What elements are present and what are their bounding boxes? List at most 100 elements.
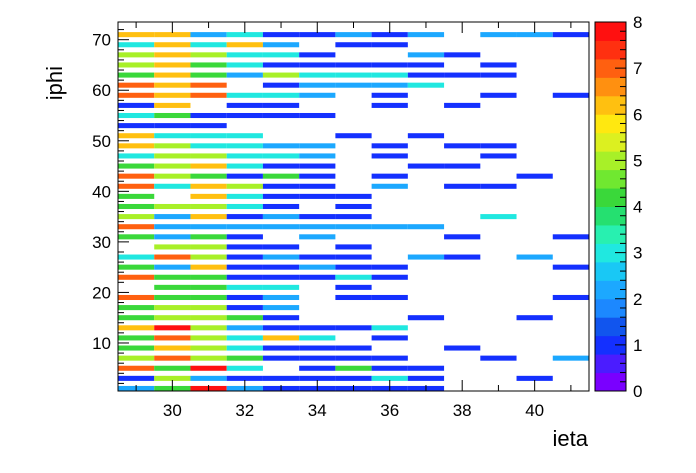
colorbar-swatch	[595, 151, 626, 171]
heatmap-cell	[226, 153, 263, 159]
heatmap-cell	[299, 345, 336, 351]
y-tick-label: 30	[92, 233, 111, 252]
colorbar-swatch	[595, 114, 626, 134]
colorbar-tick-label: 1	[633, 336, 642, 355]
heatmap-cell	[262, 52, 300, 58]
heatmap-cell	[154, 234, 191, 240]
heatmap-cell	[154, 315, 191, 321]
heatmap-cell	[335, 82, 372, 88]
heatmap-cell	[226, 32, 263, 38]
heatmap-cell	[516, 254, 553, 260]
heatmap-cell	[118, 365, 155, 371]
heatmap-cell	[299, 355, 336, 361]
heatmap-cell	[262, 254, 300, 260]
heatmap-cell	[226, 375, 263, 381]
heatmap-cell	[407, 365, 445, 371]
heatmap-cell	[154, 123, 191, 129]
heatmap-cell	[335, 365, 372, 371]
heatmap-cell	[226, 163, 263, 169]
colorbar-swatch	[595, 372, 626, 392]
heatmap-cell	[190, 42, 227, 48]
heatmap-cell	[190, 123, 227, 129]
heatmap-cell	[407, 72, 445, 78]
heatmap-cell	[335, 284, 372, 290]
colorbar-tick-label: 8	[633, 13, 642, 32]
heatmap-cell	[118, 214, 155, 220]
heatmap-cell	[118, 375, 155, 381]
heatmap-cell	[190, 153, 227, 159]
heatmap-cell	[371, 102, 408, 108]
heatmap-cell	[226, 345, 263, 351]
heatmap-cell	[335, 214, 372, 220]
heatmap-cell	[226, 254, 263, 260]
heatmap-cell	[444, 143, 481, 149]
heatmap-cell	[444, 234, 481, 240]
y-tick-label: 10	[92, 334, 111, 353]
heatmap-cell	[407, 52, 445, 58]
heatmap-cell	[154, 52, 191, 58]
heatmap-cell	[262, 274, 300, 280]
heatmap-cell	[262, 305, 300, 311]
heatmap-cell	[190, 264, 227, 270]
heatmap-cell	[154, 102, 191, 108]
heatmap-cell	[262, 244, 300, 250]
heatmap-cell	[190, 62, 227, 68]
heatmap-cell	[154, 375, 191, 381]
heatmap-cell	[154, 305, 191, 311]
heatmap-cell	[118, 234, 155, 240]
colorbar-tick-label: 7	[633, 59, 642, 78]
y-tick-label: 20	[92, 283, 111, 302]
colorbar-swatch	[595, 95, 626, 115]
heatmap-cell	[226, 284, 263, 290]
heatmap-cell	[154, 112, 191, 119]
colorbar-swatch	[595, 22, 626, 41]
heatmap-cell	[371, 375, 408, 381]
heatmap-cell	[226, 42, 263, 48]
heatmap-cell	[371, 173, 408, 179]
heatmap-cell	[444, 163, 481, 169]
heatmap-cell	[226, 355, 263, 361]
heatmap-cell	[262, 112, 300, 119]
heatmap-cell	[335, 375, 372, 381]
heatmap-cell	[190, 274, 227, 280]
heatmap-cell	[154, 92, 191, 98]
heatmap-cell	[407, 82, 445, 88]
heatmap-cell	[407, 375, 445, 381]
heatmap-cell	[371, 274, 408, 280]
heatmap-cell	[262, 163, 300, 169]
heatmap-cell	[190, 183, 227, 189]
heatmap-cell	[262, 294, 300, 301]
heatmap-cell	[190, 143, 227, 149]
colorbar-swatch	[595, 335, 626, 355]
heatmap-cell	[190, 163, 227, 169]
heatmap-cell	[371, 325, 408, 331]
heatmap-cell	[262, 264, 300, 270]
heatmap-cell	[154, 214, 191, 220]
heatmap-cell	[154, 153, 191, 159]
heatmap-cell	[262, 32, 300, 38]
heatmap-cell	[299, 112, 336, 119]
heatmap-cell	[262, 92, 300, 98]
heatmap-cell	[299, 214, 336, 220]
heatmap-cell	[299, 82, 336, 88]
colorbar-swatch	[595, 243, 626, 263]
heatmap-cell	[118, 82, 155, 88]
heatmap-cell	[118, 72, 155, 78]
heatmap-cell	[299, 365, 336, 371]
colorbar-swatch	[595, 280, 626, 300]
heatmap-cell	[480, 32, 517, 38]
heatmap-cell	[299, 143, 336, 149]
colorbar-swatch	[595, 77, 626, 97]
heatmap-cell	[190, 72, 227, 78]
colorbar-tick-label: 0	[633, 382, 642, 401]
x-tick-label: 34	[308, 401, 327, 420]
heatmap-cell	[226, 294, 263, 301]
heatmap-cell	[154, 244, 191, 250]
heatmap-cell	[335, 294, 372, 301]
x-tick-label: 36	[380, 401, 399, 420]
heatmap-cell	[552, 32, 589, 38]
heatmap-cell	[226, 274, 263, 280]
heatmap-cell	[371, 294, 408, 301]
heatmap-cell	[299, 62, 336, 68]
heatmap-cell	[371, 224, 408, 230]
